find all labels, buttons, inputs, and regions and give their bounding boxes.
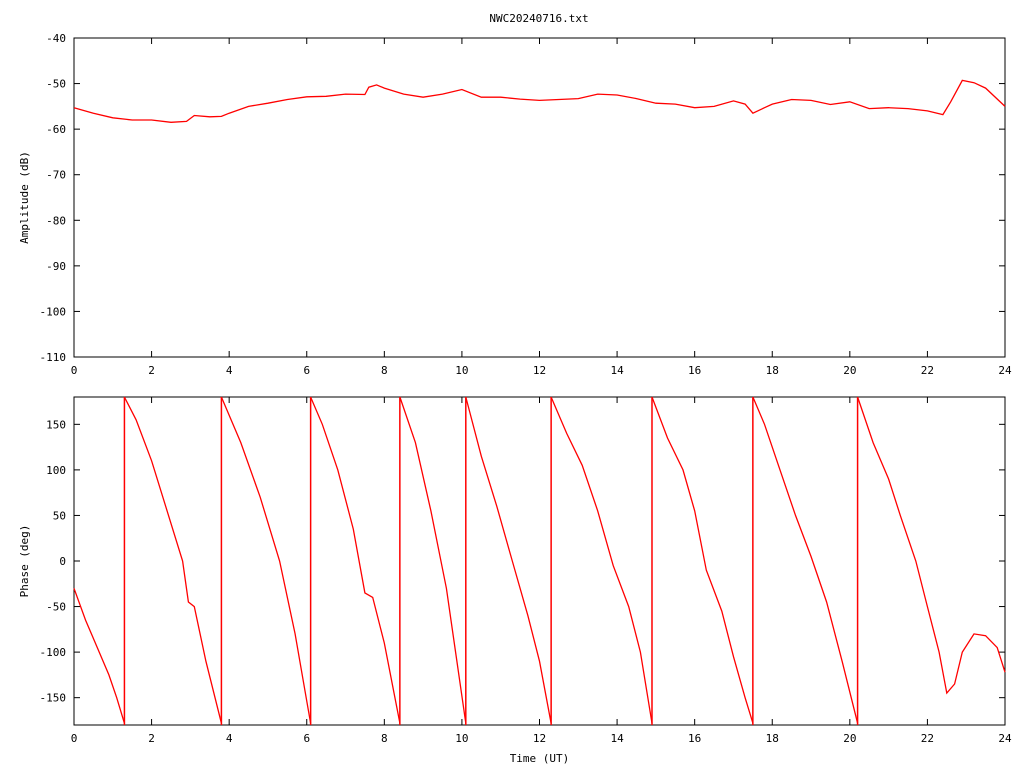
- amplitude-xtick-label: 14: [610, 364, 624, 377]
- phase-ytick-label: -100: [40, 646, 67, 659]
- amplitude-series-line: [73, 79, 1006, 123]
- phase-ytick-label: 150: [46, 418, 66, 431]
- amplitude-ytick-label: -70: [46, 169, 66, 182]
- amplitude-xtick-label: 18: [766, 364, 779, 377]
- phase-series-line: [220, 396, 312, 724]
- amplitude-ytick-label: -60: [46, 123, 66, 136]
- phase-xtick-label: 10: [455, 732, 468, 745]
- phase-xtick-label: 4: [226, 732, 233, 745]
- phase-xlabel: Time (UT): [510, 752, 570, 765]
- phase-series-line: [73, 588, 126, 724]
- phase-ytick-label: -50: [46, 601, 66, 614]
- phase-xtick-label: 8: [381, 732, 388, 745]
- amplitude-ylabel: Amplitude (dB): [18, 151, 31, 244]
- amplitude-ytick-label: -40: [46, 32, 66, 45]
- phase-xtick-label: 12: [533, 732, 546, 745]
- amplitude-xtick-label: 2: [148, 364, 155, 377]
- phase-series-line: [310, 396, 401, 724]
- amplitude-ytick-label: -90: [46, 260, 66, 273]
- phase-series-line: [465, 396, 552, 724]
- amplitude-xtick-label: 0: [71, 364, 78, 377]
- phase-ytick-label: 0: [59, 555, 66, 568]
- amplitude-ytick-label: -50: [46, 78, 66, 91]
- phase-xtick-label: 2: [148, 732, 155, 745]
- amplitude-xtick-label: 4: [226, 364, 233, 377]
- phase-series-line: [550, 396, 653, 724]
- amplitude-ytick-label: -100: [40, 305, 67, 318]
- amplitude-xtick-label: 22: [921, 364, 934, 377]
- phase-ytick-label: 100: [46, 464, 66, 477]
- phase-series-line: [399, 396, 467, 724]
- phase-xtick-label: 22: [921, 732, 934, 745]
- phase-series-line: [752, 396, 859, 724]
- amplitude-plot-frame: [73, 37, 1006, 358]
- amplitude-ytick-label: -110: [40, 351, 67, 364]
- phase-ytick-label: -150: [40, 692, 67, 705]
- chart-title: NWC20240716.txt: [489, 12, 588, 25]
- amplitude-xtick-label: 10: [455, 364, 468, 377]
- amplitude-ytick-label: -80: [46, 214, 66, 227]
- amplitude-xtick-label: 8: [381, 364, 388, 377]
- phase-xtick-label: 18: [766, 732, 779, 745]
- amplitude-xtick-label: 12: [533, 364, 546, 377]
- phase-xtick-label: 0: [71, 732, 78, 745]
- amplitude-xtick-label: 6: [303, 364, 310, 377]
- phase-xtick-label: 20: [843, 732, 856, 745]
- phase-series-line: [123, 396, 223, 724]
- phase-xtick-label: 14: [610, 732, 624, 745]
- amplitude-xtick-label: 24: [998, 364, 1012, 377]
- phase-series-line: [856, 396, 1006, 695]
- phase-ytick-label: 50: [53, 509, 66, 522]
- phase-series-line: [651, 396, 754, 724]
- amplitude-xtick-label: 20: [843, 364, 856, 377]
- phase-xtick-label: 6: [303, 732, 310, 745]
- phase-xtick-label: 16: [688, 732, 701, 745]
- phase-plot-frame: [73, 396, 1006, 726]
- phase-xtick-label: 24: [998, 732, 1012, 745]
- phase-ylabel: Phase (deg): [18, 525, 31, 598]
- amplitude-xtick-label: 16: [688, 364, 701, 377]
